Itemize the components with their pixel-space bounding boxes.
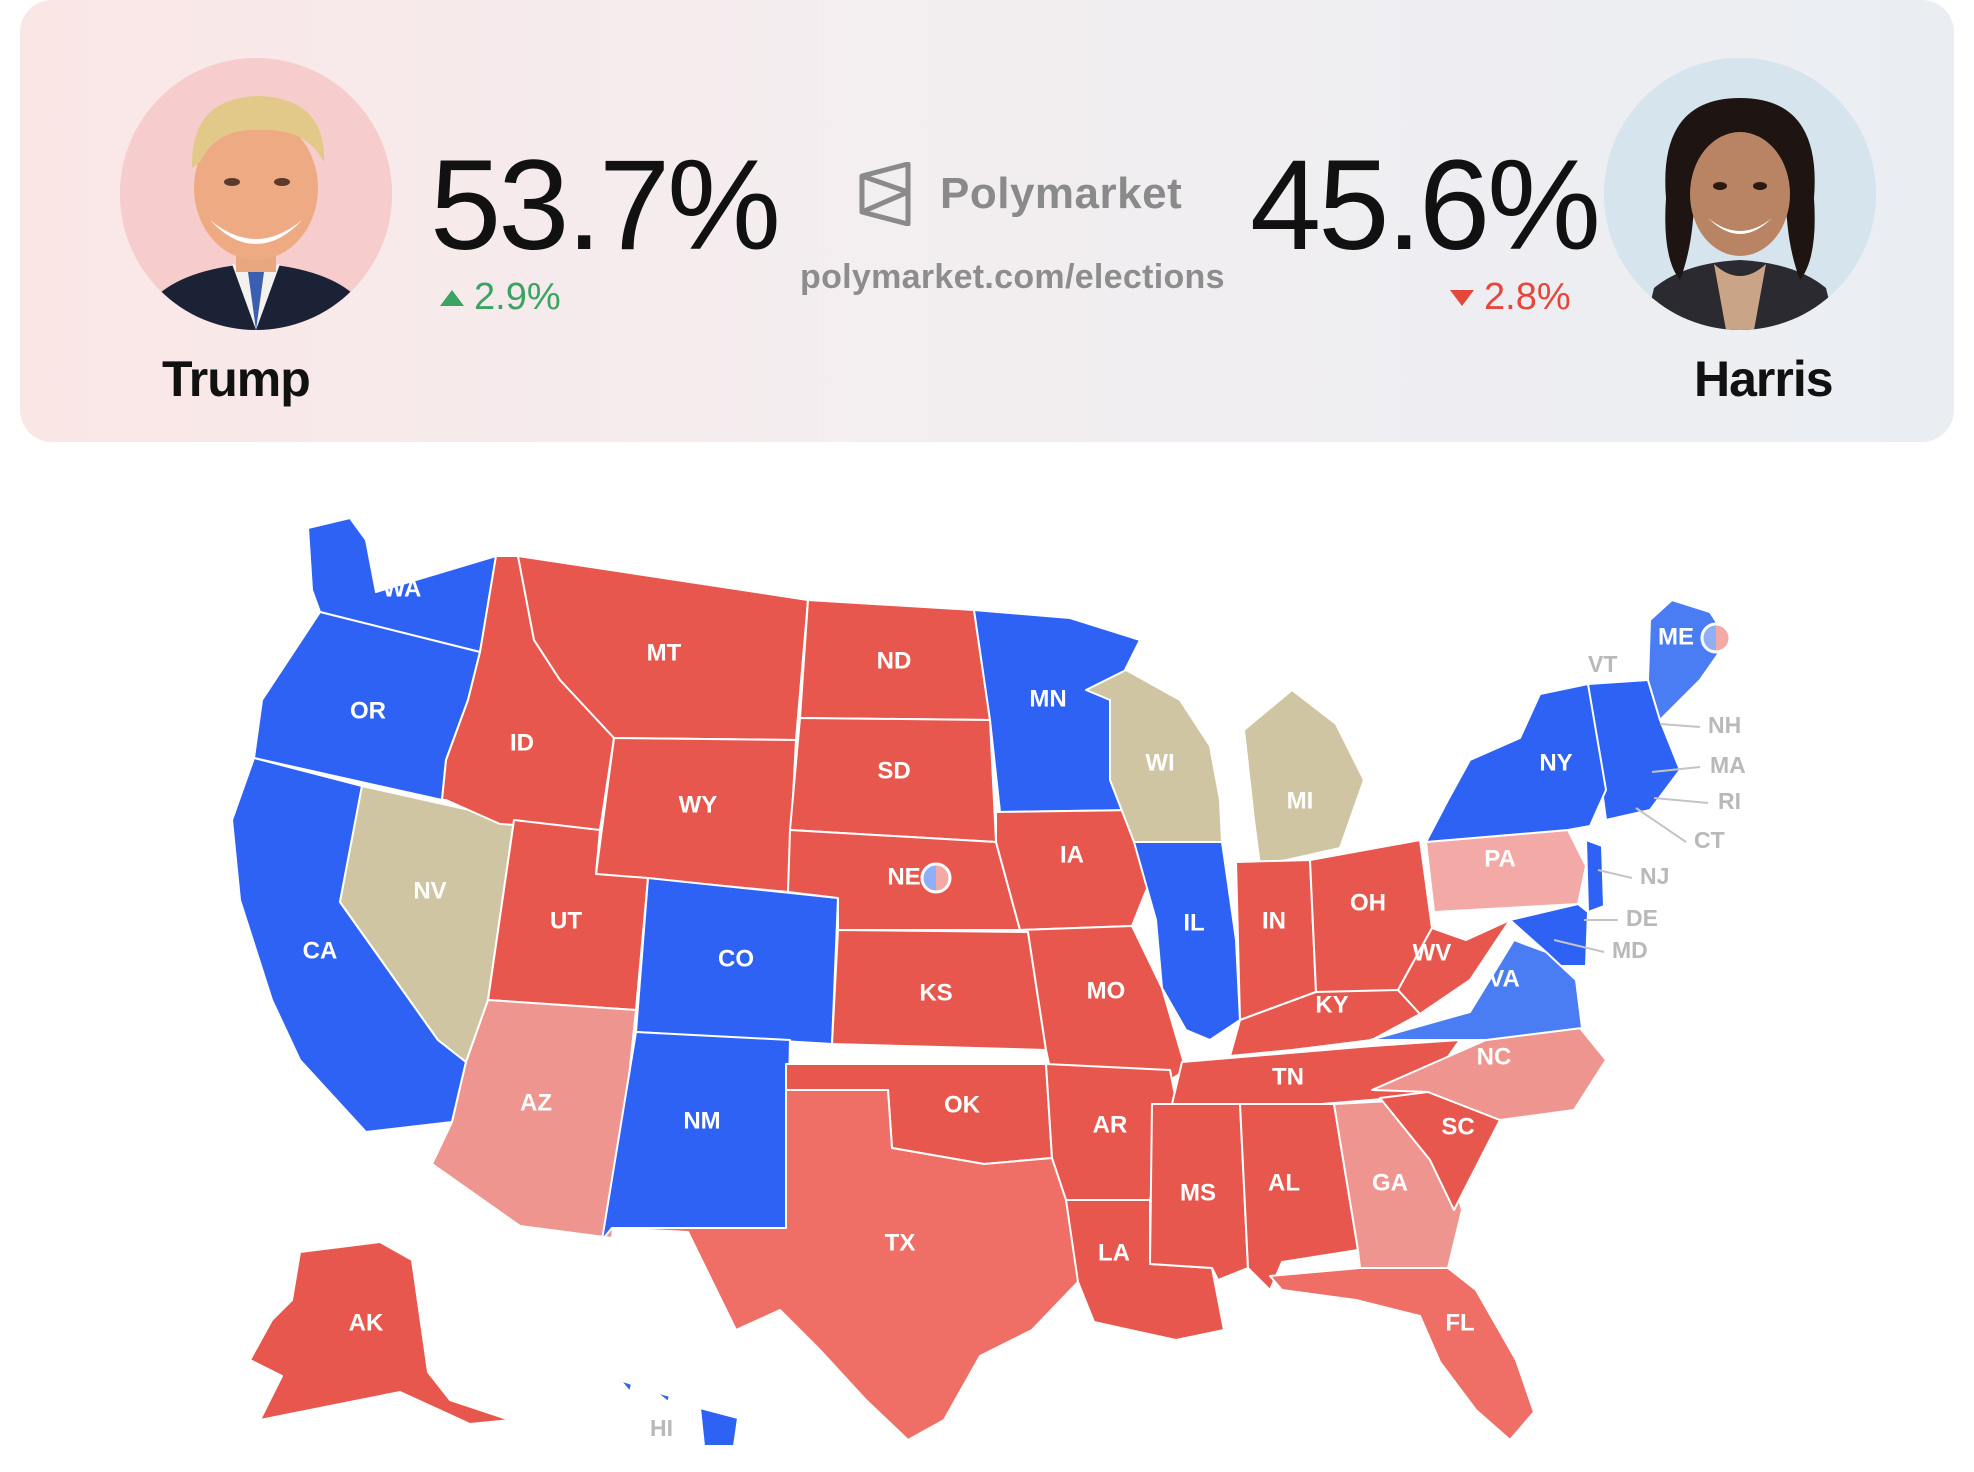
state-label-nv: NV (413, 877, 446, 904)
state-il[interactable] (1133, 841, 1241, 1041)
harris-change: 2.8% (1450, 276, 1571, 319)
state-sc[interactable] (1379, 1091, 1501, 1211)
maine-split-icon (1700, 622, 1732, 654)
state-callout-hi: HI (650, 1415, 673, 1441)
trump-name: Trump (162, 351, 311, 407)
state-callout-vt: VT (1588, 651, 1617, 677)
leader-line-ri (1653, 797, 1709, 804)
state-label-or: OR (350, 697, 386, 724)
state-label-pa: PA (1484, 845, 1516, 872)
state-label-sd: SD (877, 757, 910, 784)
state-label-ks: KS (919, 979, 952, 1006)
state-label-wi: WI (1145, 749, 1174, 776)
state-fl[interactable] (1269, 1267, 1535, 1441)
harris-percent: 45.6% (1250, 134, 1601, 277)
polymarket-logo-icon (859, 162, 911, 226)
state-nm[interactable] (601, 1031, 791, 1241)
trump-percent: 53.7% (430, 134, 781, 277)
leader-line-nj (1597, 869, 1633, 879)
state-callout-md: MD (1612, 937, 1648, 963)
polymarket-brand[interactable]: Polymarket (856, 162, 1182, 226)
state-label-co: CO (718, 945, 754, 972)
state-label-me: ME (1658, 623, 1694, 650)
state-shape-nj[interactable] (1585, 839, 1605, 913)
state-label-il: IL (1183, 909, 1204, 936)
state-wi[interactable] (1085, 669, 1223, 843)
state-label-ia: IA (1060, 841, 1084, 868)
state-az[interactable] (431, 999, 637, 1239)
state-label-tn: TN (1272, 1063, 1304, 1090)
state-label-mo: MO (1087, 977, 1126, 1004)
harris-change-value: 2.8% (1484, 276, 1571, 318)
state-label-ne: NE (887, 863, 920, 890)
state-me[interactable] (1647, 599, 1729, 721)
state-label-ak: AK (349, 1309, 384, 1336)
nebraska-split-icon (920, 862, 952, 894)
state-label-sc: SC (1441, 1113, 1474, 1140)
state-callout-de: DE (1626, 905, 1658, 931)
state-mi[interactable] (1243, 689, 1365, 867)
state-label-in: IN (1262, 907, 1286, 934)
state-label-ny: NY (1539, 749, 1572, 776)
state-callout-nj: NJ (1640, 863, 1669, 889)
harris-avatar (1604, 58, 1876, 330)
harris-name: Harris (1694, 351, 1834, 407)
state-label-tx: TX (885, 1229, 916, 1256)
down-arrow-icon (1450, 289, 1474, 306)
state-label-va: VA (1488, 965, 1520, 992)
state-label-fl: FL (1445, 1309, 1474, 1336)
leader-line-ma (1651, 766, 1701, 773)
state-label-nd: ND (877, 647, 912, 674)
state-label-wv: WV (1413, 939, 1452, 966)
state-callout-ri: RI (1718, 788, 1741, 814)
state-tx[interactable] (611, 1089, 1079, 1441)
state-label-la: LA (1098, 1239, 1130, 1266)
state-label-al: AL (1268, 1169, 1300, 1196)
state-callout-ct: CT (1694, 827, 1725, 853)
state-callout-nh: NH (1708, 712, 1741, 738)
state-label-az: AZ (520, 1089, 552, 1116)
odds-header-card: Trump 53.7% 2.9% Polymarket polymarket.c… (20, 0, 1954, 442)
trump-change-value: 2.9% (474, 276, 561, 318)
state-label-mt: MT (647, 639, 682, 666)
state-ny[interactable] (1425, 683, 1607, 843)
state-label-nm: NM (683, 1107, 720, 1134)
up-arrow-icon (440, 289, 464, 306)
state-ak[interactable] (249, 1241, 511, 1425)
state-label-nc: NC (1477, 1043, 1512, 1070)
state-label-ok: OK (944, 1091, 981, 1118)
state-label-id: ID (510, 729, 534, 756)
elections-link[interactable]: polymarket.com/elections (800, 258, 1225, 296)
state-label-ut: UT (550, 907, 582, 934)
state-label-ar: AR (1093, 1111, 1128, 1138)
state-hi[interactable] (619, 1379, 739, 1447)
leader-line-ct (1635, 807, 1687, 843)
state-label-ms: MS (1180, 1179, 1216, 1206)
brand-name: Polymarket (940, 169, 1183, 218)
leader-line-nh (1659, 723, 1701, 728)
state-label-mi: MI (1287, 787, 1314, 814)
state-label-wy: WY (679, 791, 718, 818)
state-label-ga: GA (1372, 1169, 1408, 1196)
trump-avatar (120, 58, 392, 330)
state-label-mn: MN (1029, 685, 1066, 712)
state-label-ca: CA (303, 937, 338, 964)
state-callout-ma: MA (1710, 752, 1746, 778)
state-wv[interactable] (1397, 919, 1511, 1015)
leader-line-md (1553, 939, 1605, 953)
state-label-oh: OH (1350, 889, 1386, 916)
state-label-ky: KY (1315, 991, 1348, 1018)
us-electoral-map: WA OR CA NV ID MT WY UT AZ CO NM ND SD NE KS OK TX MN IA MO… (231, 517, 1746, 1447)
state-label-wa: WA (383, 575, 422, 602)
state-va[interactable] (1369, 939, 1583, 1041)
trump-change: 2.9% (440, 276, 561, 319)
